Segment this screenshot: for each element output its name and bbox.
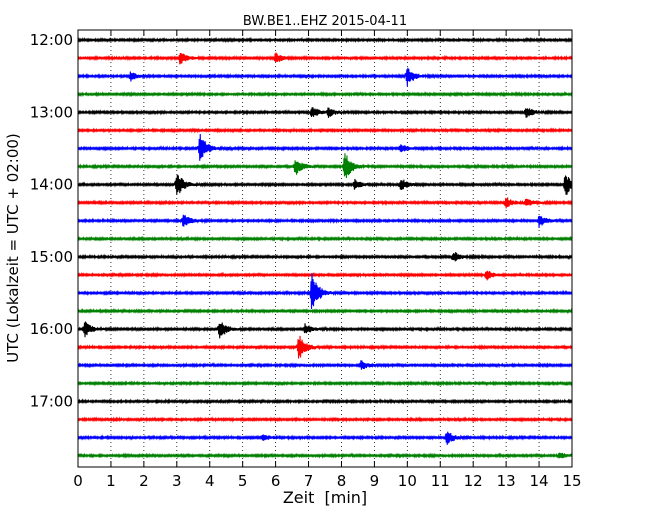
- trace-1400: [77, 174, 573, 195]
- x-tick-label-4: 4: [205, 472, 215, 490]
- y-axis-ticks: 12:00 13:00 14:00 15:00 16:00 17:00: [30, 31, 572, 410]
- x-tick-label-1: 1: [106, 472, 116, 490]
- y-tick-label-4: 16:00: [30, 320, 73, 338]
- trace-1545: [77, 307, 573, 315]
- x-tick-label-14: 14: [530, 472, 549, 490]
- x-tick-label-11: 11: [431, 472, 450, 490]
- trace-1500: [77, 251, 573, 262]
- x-tick-label-3: 3: [172, 472, 182, 490]
- trace-1745: [77, 452, 573, 459]
- x-tick-label-12: 12: [464, 472, 483, 490]
- x-tick-label-5: 5: [238, 472, 248, 490]
- trace-1730: [77, 431, 573, 445]
- x-tick-label-10: 10: [398, 472, 417, 490]
- x-tick-label-0: 0: [73, 472, 83, 490]
- y-tick-label-3: 15:00: [30, 248, 73, 266]
- x-axis-ticks: 0 1 2 3 4 5 6 7 8 9 10 11 12 13 14 15: [73, 30, 582, 490]
- trace-1630: [77, 360, 573, 370]
- trace-1600: [77, 321, 573, 339]
- trace-1215: [77, 52, 573, 65]
- trace-1200: [77, 36, 573, 44]
- trace-1715: [77, 416, 573, 423]
- trace-1430: [77, 214, 573, 229]
- trace-1230: [77, 67, 573, 87]
- trace-1515: [77, 270, 573, 281]
- vertical-gridlines: [110, 30, 540, 467]
- trace-1700: [77, 398, 573, 405]
- trace-1615: [77, 335, 573, 359]
- chart-title: BW.BE1..EHZ 2015-04-11: [243, 14, 407, 29]
- x-axis-label: Zeit [min]: [283, 488, 367, 507]
- x-tick-label-9: 9: [370, 472, 380, 490]
- trace-1245: [77, 90, 573, 98]
- x-tick-label-8: 8: [337, 472, 347, 490]
- trace-1300: [77, 107, 573, 118]
- seismogram-traces: [77, 36, 573, 459]
- x-tick-label-15: 15: [562, 472, 581, 490]
- trace-1530: [77, 273, 573, 309]
- x-tick-label-7: 7: [304, 472, 314, 490]
- y-axis-label: UTC (Lokalzeit = UTC + 02:00): [4, 133, 22, 363]
- trace-1330: [77, 134, 573, 161]
- y-tick-label-0: 12:00: [30, 31, 73, 49]
- plot-frame: [77, 29, 573, 468]
- trace-1415: [77, 197, 573, 209]
- y-tick-label-5: 17:00: [30, 392, 73, 410]
- trace-1445: [77, 235, 573, 243]
- trace-1345: [77, 153, 573, 178]
- trace-1645: [77, 380, 573, 387]
- y-tick-label-2: 14:00: [30, 176, 73, 194]
- x-tick-label-13: 13: [497, 472, 516, 490]
- y-tick-label-1: 13:00: [30, 103, 73, 121]
- x-tick-label-2: 2: [139, 472, 149, 490]
- x-tick-label-6: 6: [271, 472, 281, 490]
- trace-1315: [77, 127, 573, 134]
